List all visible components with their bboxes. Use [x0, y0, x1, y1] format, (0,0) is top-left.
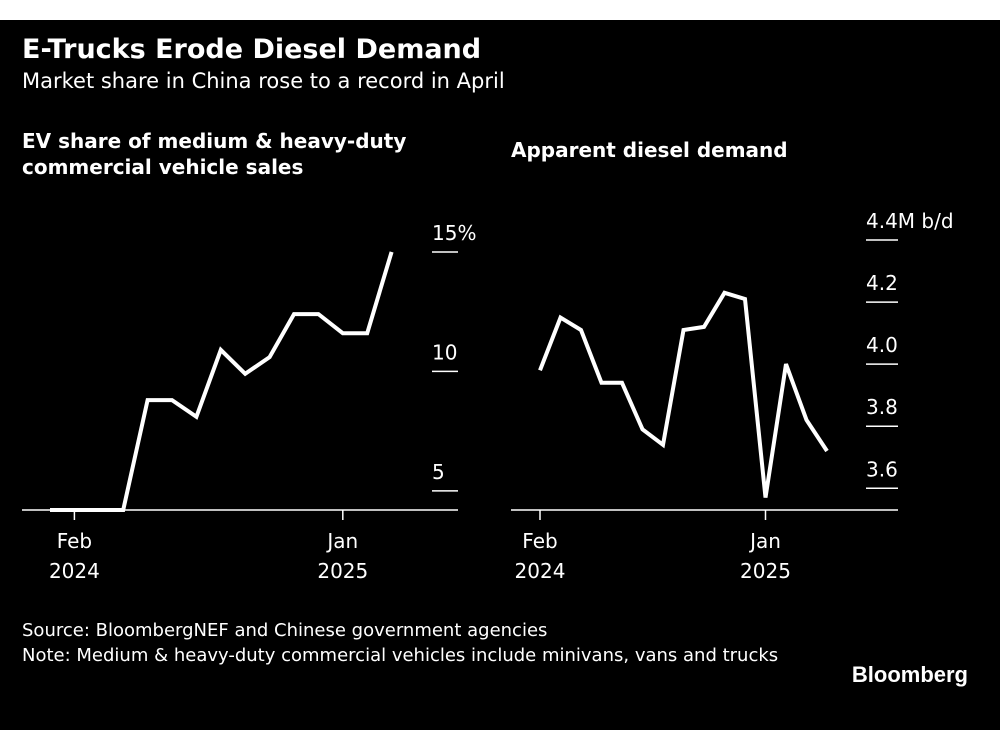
- ev-share-title-line-1: EV share of medium & heavy-duty: [22, 129, 407, 153]
- ev-share-series-line: [50, 251, 394, 512]
- diesel-demand-x-tick-label-year: 2024: [515, 559, 566, 583]
- ev-share-panel-title: EV share of medium & heavy-duty commerci…: [22, 128, 406, 180]
- ev-share-x-tick-label-year: 2025: [317, 559, 368, 583]
- chart-subtitle: Market share in China rose to a record i…: [22, 69, 505, 93]
- diesel-demand-x-tick-label-year: 2025: [740, 559, 791, 583]
- ev-share-title-line-2: commercial vehicle sales: [22, 155, 304, 179]
- footnote: Note: Medium & heavy-duty commercial veh…: [22, 645, 779, 666]
- bloomberg-logo: Bloomberg: [851, 662, 968, 687]
- diesel-demand-title-line-1: Apparent diesel demand: [511, 138, 788, 162]
- diesel-demand-y-tick-label: 4.4M b/d: [866, 209, 954, 233]
- ev-share-y-tick-label: 5: [432, 460, 445, 484]
- diesel-demand-y-tick-label: 3.8: [866, 395, 898, 419]
- chart-background: [0, 20, 1000, 730]
- ev-share-x-tick-label-year: 2024: [49, 559, 100, 583]
- diesel-demand-y-tick-label: 4.2: [866, 271, 898, 295]
- ev-share-y-tick-label: 15%: [432, 221, 476, 245]
- diesel-demand-series-line: [538, 290, 829, 498]
- source-note: Source: BloombergNEF and Chinese governm…: [22, 620, 548, 641]
- chart-title: E-Trucks Erode Diesel Demand: [22, 34, 482, 65]
- diesel-demand-x-tick-label-month: Jan: [748, 529, 781, 553]
- diesel-demand-panel-title: Apparent diesel demand: [511, 137, 788, 163]
- ev-share-x-tick-label-month: Jan: [325, 529, 358, 553]
- diesel-demand-y-tick-label: 4.0: [866, 333, 898, 357]
- ev-share-y-tick-label: 10: [432, 340, 457, 364]
- diesel-demand-y-tick-label: 3.6: [866, 457, 898, 481]
- ev-share-x-tick-label-month: Feb: [57, 529, 92, 553]
- diesel-demand-x-tick-label-month: Feb: [522, 529, 557, 553]
